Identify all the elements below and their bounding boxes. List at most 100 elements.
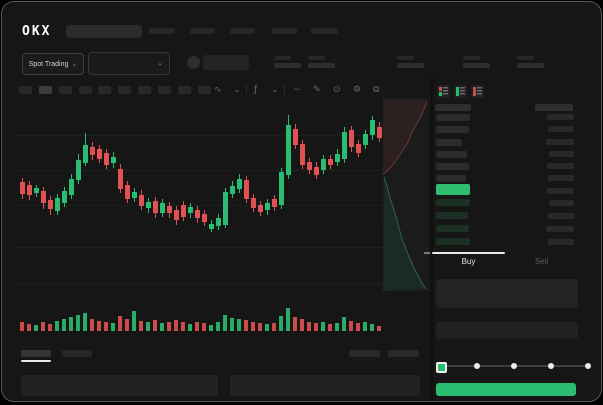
market-type-label: Spot Trading xyxy=(28,60,69,68)
tab-sell[interactable]: Sell xyxy=(534,257,549,266)
orderbook-combined-icon[interactable] xyxy=(437,85,450,98)
timeframe-button-4[interactable] xyxy=(79,86,92,94)
candle-body xyxy=(209,224,214,229)
price-input[interactable] xyxy=(436,279,578,308)
camera-icon[interactable]: ⊙ xyxy=(333,85,341,95)
divider: | xyxy=(205,85,209,95)
orderbook-amount-2[interactable] xyxy=(548,126,574,132)
bottom-tab-2[interactable] xyxy=(62,350,92,357)
price-marker xyxy=(424,252,430,254)
edit-icon[interactable]: ✎ xyxy=(313,85,321,95)
indicators-icon[interactable]: ƒ xyxy=(254,85,258,95)
bid-row-3[interactable] xyxy=(436,225,469,232)
timeframe-button-7[interactable] xyxy=(138,86,151,94)
timeframe-button-3[interactable] xyxy=(59,86,72,94)
timeframe-button-6[interactable] xyxy=(118,86,131,94)
market-type-dropdown[interactable]: Spot Trading ⌄ xyxy=(22,53,84,75)
candle-body xyxy=(286,125,291,175)
orderbook-amount-5[interactable] xyxy=(547,163,574,169)
bottom-action-button-2[interactable] xyxy=(388,350,419,357)
stat-label-2 xyxy=(308,56,325,60)
candle-body xyxy=(188,207,193,213)
timeframe-button-9[interactable] xyxy=(178,86,191,94)
bottom-tab-1[interactable] xyxy=(21,350,51,357)
timeframe-button-8[interactable] xyxy=(158,86,171,94)
divider: | xyxy=(283,85,287,95)
volume-bar xyxy=(125,319,129,331)
last-price-pill[interactable] xyxy=(436,184,470,195)
timeframe-button-5[interactable] xyxy=(98,86,111,94)
nav-item-3[interactable] xyxy=(230,28,255,34)
nav-item-4[interactable] xyxy=(272,28,297,34)
slider-handle[interactable] xyxy=(436,362,447,373)
nav-item-5[interactable] xyxy=(311,28,338,34)
volume-bar xyxy=(258,323,262,331)
amount-input[interactable] xyxy=(436,322,578,339)
search-input[interactable] xyxy=(66,25,142,38)
orderbook-amount-11[interactable] xyxy=(548,239,574,245)
candle-body xyxy=(104,153,109,165)
bottom-panel-2 xyxy=(230,375,420,396)
ask-row-5[interactable] xyxy=(436,163,469,170)
settings-icon[interactable]: ⚙ xyxy=(353,85,362,95)
okx-logo: OKX xyxy=(22,24,52,39)
volume-bar xyxy=(342,317,346,331)
timeframe-button-1[interactable] xyxy=(19,86,32,94)
expand-icon[interactable]: ⧉ xyxy=(373,85,380,95)
orderbook-asks-icon[interactable] xyxy=(471,85,484,98)
candle-body xyxy=(314,167,319,175)
orderbook-amount-3[interactable] xyxy=(546,139,574,145)
volume-bar xyxy=(48,324,52,331)
candle-body xyxy=(377,127,382,138)
ask-row-2[interactable] xyxy=(436,126,469,133)
orderbook-amount-6[interactable] xyxy=(548,175,574,181)
slider-stop-4[interactable] xyxy=(585,363,591,369)
chevron-down-icon[interactable]: ⌄ xyxy=(271,85,279,95)
candle-body xyxy=(118,169,123,189)
volume-bar xyxy=(27,324,31,331)
bottom-panel-1 xyxy=(21,375,218,396)
slider-stop-2[interactable] xyxy=(511,363,517,369)
timeframe-button-10[interactable] xyxy=(198,86,211,94)
bottom-action-button-1[interactable] xyxy=(349,350,380,357)
bid-row-4[interactable] xyxy=(436,238,470,245)
orderbook-amount-4[interactable] xyxy=(549,151,574,157)
slider-stop-1[interactable] xyxy=(474,363,480,369)
candle-body xyxy=(181,205,186,217)
orderbook-amount-1[interactable] xyxy=(547,114,574,120)
volume-bar xyxy=(111,323,115,331)
pair-selector-dropdown[interactable]: ⌄ xyxy=(88,52,170,75)
orderbook-amount-8[interactable] xyxy=(549,200,574,206)
volume-bar xyxy=(321,322,325,331)
drawing-tools-icon[interactable]: ~ xyxy=(293,85,301,95)
nav-item-2[interactable] xyxy=(190,28,215,34)
price-chart[interactable] xyxy=(16,98,430,338)
bid-row-2[interactable] xyxy=(436,212,468,219)
candle-body xyxy=(69,179,74,195)
orderbook-bids-icon[interactable] xyxy=(454,85,467,98)
bid-row-1[interactable] xyxy=(436,199,470,206)
candle-body xyxy=(293,129,298,145)
volume-bar xyxy=(300,319,304,331)
volume-bar xyxy=(104,322,108,331)
tab-buy[interactable]: Buy xyxy=(461,257,476,266)
candle-body xyxy=(356,144,361,153)
candle-body xyxy=(202,214,207,222)
buy-cta-button[interactable] xyxy=(436,383,576,396)
orderbook-amount-7[interactable] xyxy=(547,188,574,194)
ask-row-3[interactable] xyxy=(436,139,462,146)
ask-row-1[interactable] xyxy=(436,114,470,121)
candle-body xyxy=(342,132,347,159)
orderbook-amount-10[interactable] xyxy=(546,226,574,232)
candle-body xyxy=(328,159,333,165)
gridline xyxy=(16,247,383,248)
candle-body xyxy=(97,149,102,159)
orderbook-amount-9[interactable] xyxy=(548,213,574,219)
nav-item-1[interactable] xyxy=(149,28,175,34)
chevron-down-icon[interactable]: ⌄ xyxy=(233,85,241,95)
slider-stop-3[interactable] xyxy=(548,363,554,369)
timeframe-button-2[interactable] xyxy=(39,86,52,94)
line-type-icon[interactable]: ∿ xyxy=(214,85,222,95)
ask-row-4[interactable] xyxy=(436,151,467,158)
ask-row-6[interactable] xyxy=(436,175,466,182)
